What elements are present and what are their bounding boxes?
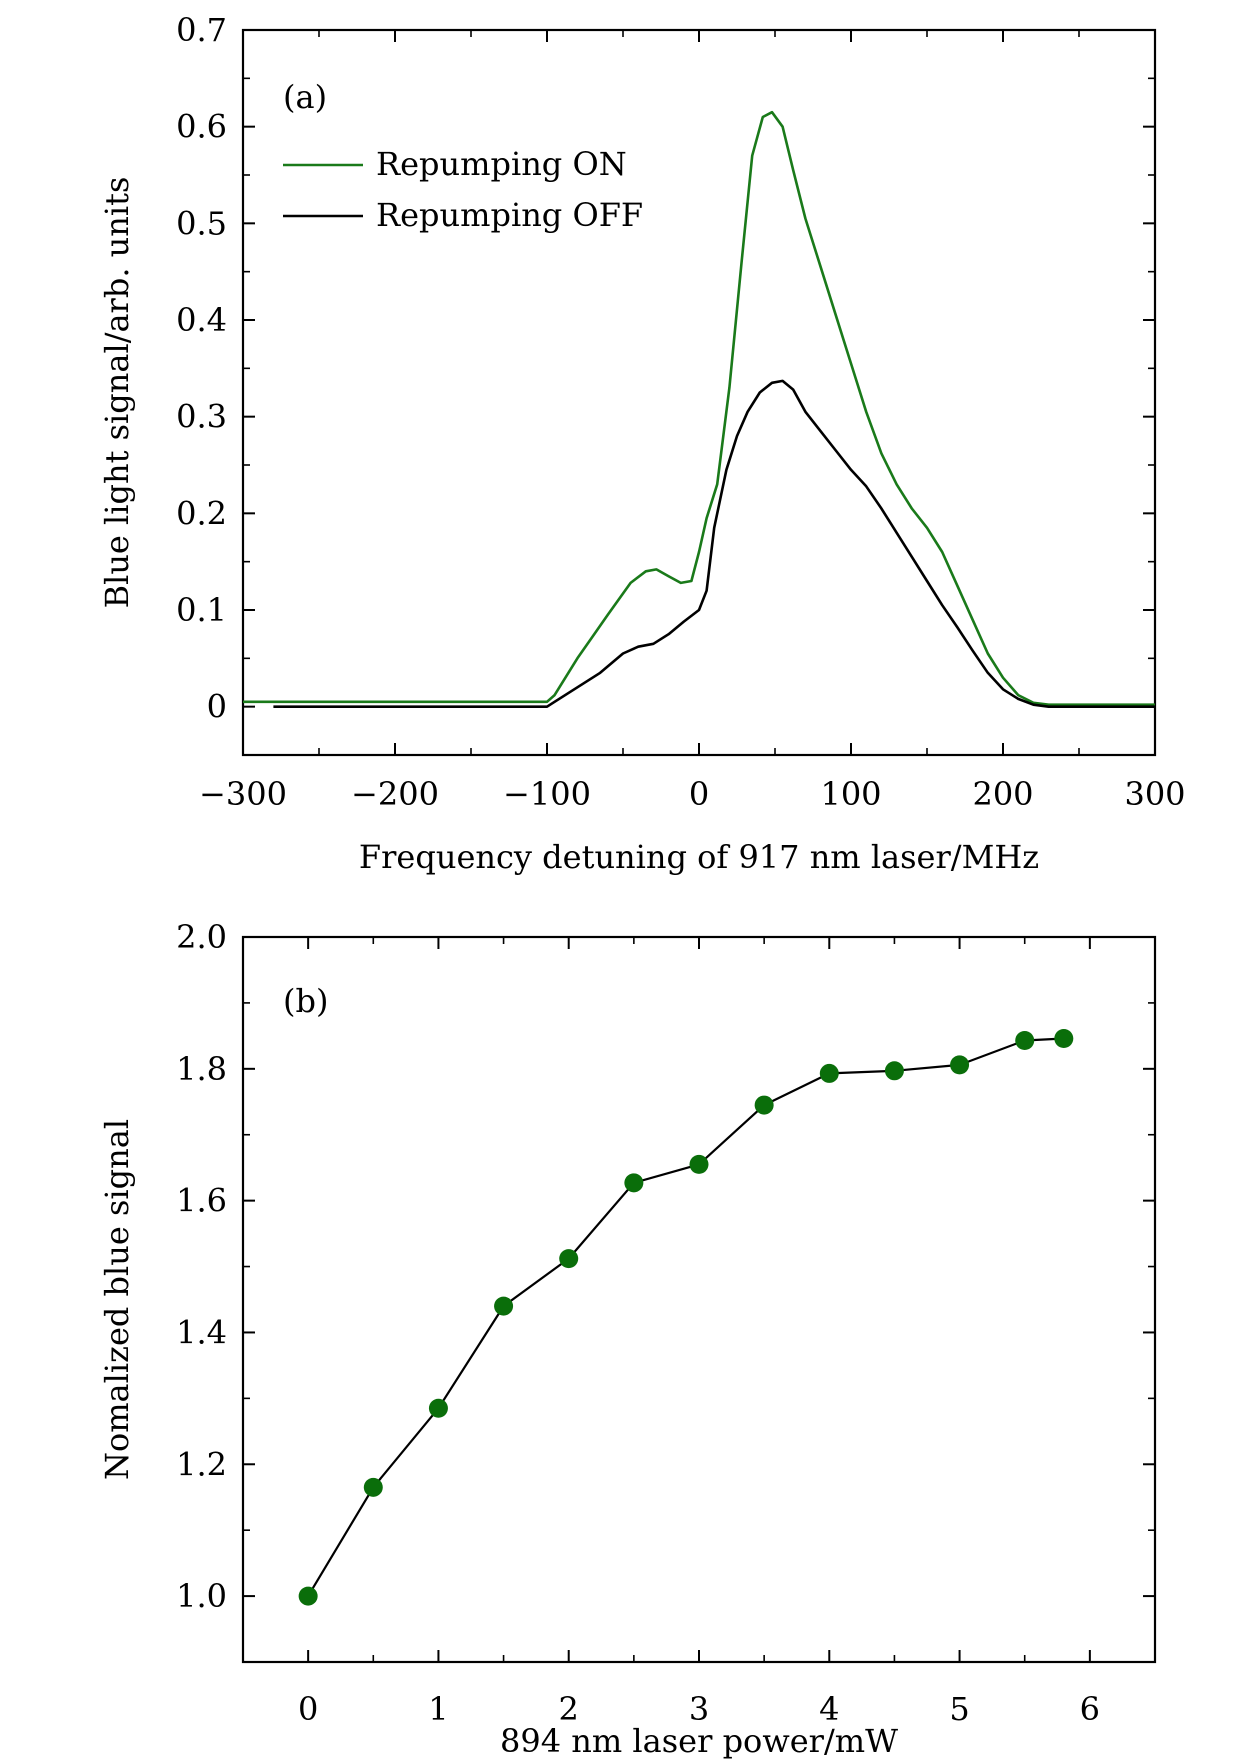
data-point <box>1054 1029 1074 1048</box>
x-tick-label: 0 <box>689 775 709 813</box>
x-axis-label-b: 894 nm laser power/mW <box>500 1722 898 1760</box>
y-tick-label: 0.1 <box>176 591 227 629</box>
x-tick-label: 4 <box>819 1690 839 1728</box>
x-tick-label: 0 <box>298 1690 318 1728</box>
tick-group-a: −300 −200 −100 0 100 200 300 0 0.1 0.2 0.3 0.4 0.5 0.… <box>176 11 1185 813</box>
x-tick-label: 3 <box>689 1690 709 1728</box>
y-tick-label: 0.5 <box>176 204 227 242</box>
y-tick-label: 0.7 <box>176 11 227 49</box>
series-line <box>307 1037 1064 1597</box>
panel-label-b: (b) <box>283 982 328 1020</box>
x-tick-label: 5 <box>949 1690 969 1728</box>
tick-group-b: 0 1 2 3 4 5 6 1.0 1.2 1.4 1.6 1.8 2.0 <box>176 918 1155 1728</box>
x-tick-label: 6 <box>1080 1690 1100 1728</box>
series-line-off <box>273 379 1155 709</box>
y-tick-label: 1.2 <box>176 1445 227 1483</box>
y-tick-label: 1.0 <box>176 1577 227 1615</box>
data-point <box>624 1173 644 1193</box>
data-point <box>689 1154 709 1174</box>
plot-frame-a <box>241 28 1157 757</box>
x-tick-label: −200 <box>351 775 439 813</box>
data-point <box>494 1296 514 1316</box>
data-point <box>1015 1030 1035 1050</box>
x-tick-label: 1 <box>428 1690 448 1728</box>
series-line-on <box>243 110 1155 707</box>
data-point <box>754 1095 774 1115</box>
series-group-a <box>243 110 1155 709</box>
data-point <box>428 1398 448 1418</box>
chart-b: 0 1 2 3 4 5 6 1.0 1.2 1.4 1.6 1.8 2.0 (b) 894 nm las… <box>98 918 1157 1760</box>
y-axis-label-a: Blue light signal/arb. units <box>98 177 136 609</box>
x-tick-label: 300 <box>1124 775 1185 813</box>
x-tick-label: −300 <box>199 775 287 813</box>
y-tick-label: 1.6 <box>176 1182 227 1220</box>
y-tick-label: 0.2 <box>176 494 227 532</box>
data-point <box>819 1063 839 1083</box>
y-tick-label: 0.4 <box>176 301 227 339</box>
y-tick-label: 0 <box>207 688 227 726</box>
chart-a: −300 −200 −100 0 100 200 300 0 0.1 0.2 0.3 0.4 0.5 0.… <box>98 11 1186 876</box>
x-tick-label: 100 <box>820 775 881 813</box>
y-tick-label: 1.8 <box>176 1050 227 1088</box>
x-tick-label: 200 <box>972 775 1033 813</box>
data-point <box>298 1586 318 1606</box>
y-tick-label: 0.6 <box>176 108 227 146</box>
data-point <box>363 1477 383 1497</box>
y-tick-label: 0.3 <box>176 398 227 436</box>
data-point <box>950 1055 970 1075</box>
y-tick-label: 1.4 <box>176 1313 227 1351</box>
y-tick-label: 2.0 <box>176 918 227 956</box>
x-tick-label: −100 <box>503 775 591 813</box>
data-point <box>884 1061 904 1081</box>
y-axis-label-b: Nomalized blue signal <box>98 1119 136 1480</box>
series-group-b <box>298 1029 1074 1606</box>
panel-label-a: (a) <box>283 78 327 116</box>
legend-label-off: Repumping OFF <box>376 196 643 234</box>
x-axis-label-a: Frequency detuning of 917 nm laser/MHz <box>359 838 1039 876</box>
legend-a: Repumping ON Repumping OFF <box>283 145 643 234</box>
legend-label-on: Repumping ON <box>376 145 627 183</box>
x-tick-label: 2 <box>559 1690 579 1728</box>
data-point <box>559 1249 579 1269</box>
